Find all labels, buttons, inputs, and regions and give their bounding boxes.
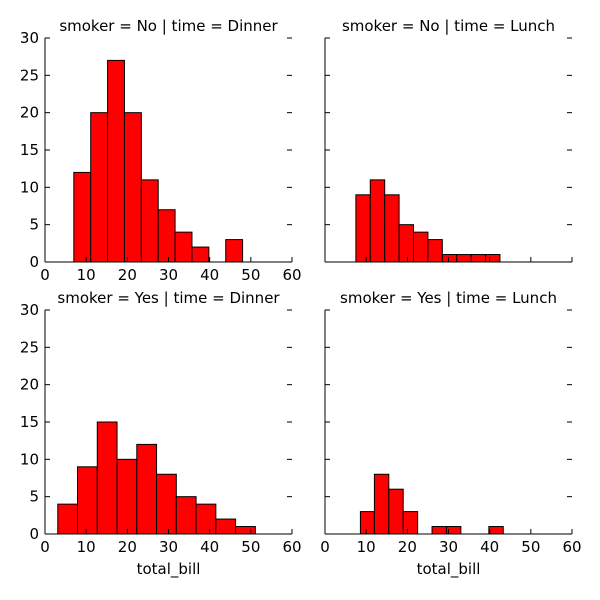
histogram-bar [225,239,244,263]
histogram-bar [441,254,458,263]
histogram-bar [175,496,197,535]
x-tick-label: 40 [200,266,219,284]
histogram-bar [191,246,210,263]
x-tick-label: 30 [439,538,458,556]
x-tick-label: 20 [398,538,417,556]
x-tick-label: 50 [521,538,540,556]
x-tick-label: 60 [282,538,301,556]
y-tick-label: 15 [20,141,39,159]
histogram-bar [485,254,501,263]
x-tick-label: 0 [40,538,50,556]
x-axis-label: total_bill [137,560,201,579]
x-tick-label: 60 [282,266,301,284]
histogram-bar [90,112,109,263]
x-tick-label: 10 [77,538,96,556]
histogram-bar [355,194,371,263]
x-tick-label: 40 [480,538,499,556]
histogram-bar [57,503,79,535]
histogram-bar [174,231,193,263]
panel-title: smoker = Yes | time = Lunch [340,289,557,307]
histogram-bar [431,526,447,535]
histogram-bar [195,503,217,535]
y-tick-label: 0 [29,253,39,271]
y-tick-label: 10 [20,450,39,468]
histogram-bar [140,179,159,263]
y-tick-label: 30 [20,29,39,47]
histogram-bar [156,473,177,535]
y-tick-label: 0 [29,525,39,543]
histogram-bar [384,194,400,263]
y-tick-label: 30 [20,301,39,319]
histogram-bar [77,466,98,535]
x-tick-label: 30 [159,538,178,556]
panel-title: smoker = Yes | time = Dinner [57,289,280,307]
histogram-bar [215,518,237,535]
histogram-bar [107,59,125,263]
histogram-bar [116,458,138,535]
y-tick-label: 25 [20,338,39,356]
histogram-bar [427,239,443,263]
x-tick-label: 20 [118,538,137,556]
panel-title: smoker = No | time = Dinner [59,17,278,35]
facet-panel-bottom-left: smoker = Yes | time = Dinner 0 5 10 15 20 25 30… [20,289,302,579]
histogram-bar [488,526,504,535]
x-axis-label: total_bill [417,560,481,579]
y-tick-label: 20 [20,376,39,394]
histogram-bar [123,112,142,263]
histogram-bar [235,526,256,535]
histogram-bar [413,231,429,263]
x-tick-label: 50 [241,538,260,556]
panel-title: smoker = No | time = Lunch [342,17,555,35]
histogram-bar [157,209,176,263]
y-tick-label: 20 [20,104,39,122]
y-tick-label: 15 [20,413,39,431]
facet-panel-top-left: smoker = No | time = Dinner 0 5 10 15 20 25 30 0… [20,17,302,284]
x-tick-label: 10 [77,266,96,284]
y-tick-label: 10 [20,178,39,196]
histogram-bar [369,179,386,263]
facet-panel-top-right: smoker = No | time = Lunch [324,17,573,263]
facet-panel-bottom-right: smoker = Yes | time = Lunch 0 10 20 30 40 50 60… [320,289,581,579]
histogram-bar [136,443,158,535]
y-tick-label: 5 [29,488,39,506]
x-tick-label: 0 [320,538,330,556]
x-tick-label: 0 [40,266,50,284]
histogram-bar [470,254,487,263]
histogram-bar [456,254,472,263]
histogram-bar [96,421,118,535]
histogram-bar [388,488,404,535]
histogram-bar [373,473,390,535]
x-tick-label: 40 [200,538,219,556]
x-tick-label: 10 [357,538,376,556]
y-tick-label: 5 [29,216,39,234]
x-tick-label: 50 [241,266,260,284]
x-tick-label: 60 [562,538,581,556]
histogram-bar [398,224,415,263]
y-tick-label: 25 [20,66,39,84]
x-tick-label: 20 [118,266,137,284]
histogram-bar [73,171,92,263]
histogram-bar [359,511,375,535]
x-tick-label: 30 [159,266,178,284]
histogram-bar [402,511,419,535]
